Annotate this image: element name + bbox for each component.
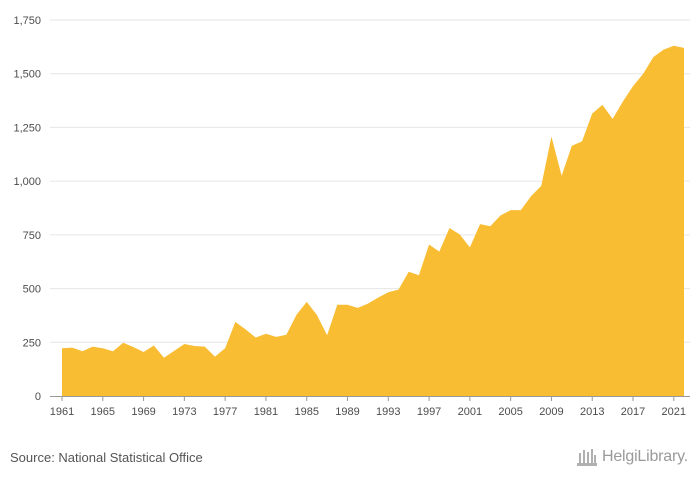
x-tick-label: 1985 xyxy=(294,406,318,418)
x-tick-label: 2009 xyxy=(539,406,563,418)
x-tick-label: 1997 xyxy=(417,406,441,418)
x-tick-label: 1961 xyxy=(50,406,74,418)
x-tick-label: 1977 xyxy=(213,406,237,418)
library-building-icon xyxy=(576,449,597,466)
y-tick-label: 750 xyxy=(23,230,41,242)
x-tick-label: 1981 xyxy=(254,406,278,418)
x-tick-label: 1973 xyxy=(172,406,196,418)
y-tick-label: 250 xyxy=(23,337,41,349)
x-tick-label: 1989 xyxy=(335,406,359,418)
y-axis-tick-labels: 0 250 500 750 1,000 1,250 1,500 1,750 xyxy=(13,15,41,403)
axes xyxy=(50,396,690,401)
area-series xyxy=(62,45,684,396)
x-axis-tick-labels: 1961 1965 1969 1973 1977 1981 1985 1989 1993 1997… xyxy=(50,406,686,418)
x-tick-label: 1965 xyxy=(91,406,115,418)
gridlines xyxy=(50,19,690,343)
x-tick-label: 2001 xyxy=(458,406,482,418)
x-tick-label: 1969 xyxy=(131,406,155,418)
source-note: Source: National Statistical Office xyxy=(10,450,203,465)
area-fill xyxy=(62,45,684,396)
y-tick-label: 0 xyxy=(35,391,41,403)
y-tick-label: 500 xyxy=(23,284,41,296)
x-tick-label: 1993 xyxy=(376,406,400,418)
y-tick-label: 1,750 xyxy=(13,15,41,27)
x-tick-label: 2017 xyxy=(621,406,645,418)
logo-text: HelgiLibrary. xyxy=(601,448,688,465)
x-tick-label: 2005 xyxy=(498,406,522,418)
helgilibrary-logo[interactable]: HelgiLibrary. xyxy=(576,446,688,468)
y-tick-label: 1,500 xyxy=(13,69,41,81)
x-tick-label: 2021 xyxy=(662,406,686,418)
y-tick-label: 1,000 xyxy=(13,176,41,188)
y-tick-label: 1,250 xyxy=(13,122,41,134)
x-tick-label: 2013 xyxy=(580,406,604,418)
